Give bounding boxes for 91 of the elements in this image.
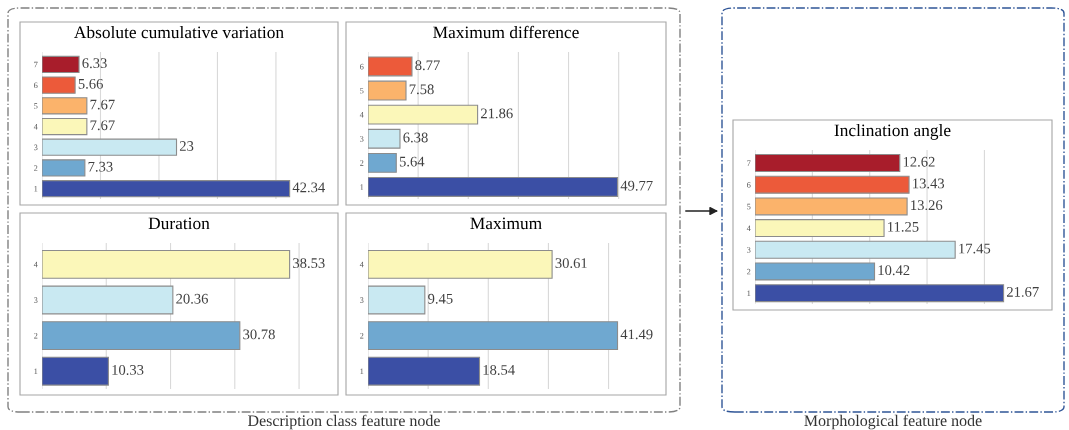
y-tick-label: 6: [360, 63, 364, 70]
bar: [755, 219, 885, 238]
data-label: 42.34: [292, 182, 325, 193]
data-label: 41.49: [620, 329, 653, 340]
bar: [368, 356, 481, 386]
bar: [368, 249, 553, 279]
y-tick-label: 2: [34, 165, 38, 171]
data-label: 7.33: [88, 161, 113, 172]
y-tick-label: 1: [34, 186, 38, 192]
data-label: 5.66: [78, 78, 103, 89]
data-label: 7.58: [409, 84, 434, 95]
data-label: 7.67: [90, 99, 115, 110]
bar: [368, 152, 397, 173]
data-label: 6.38: [403, 132, 428, 143]
bar: [755, 175, 910, 194]
data-label: 38.53: [293, 258, 325, 269]
y-tick-label: 2: [360, 160, 364, 166]
text: Morphological feature node: [804, 414, 982, 430]
data-label: 23: [179, 141, 194, 151]
y-tick-label: 5: [747, 203, 751, 210]
bar: [755, 262, 876, 281]
data-label: 10.33: [112, 365, 144, 375]
y-tick-label: 7: [34, 61, 38, 68]
chart-title: Maximum: [470, 217, 542, 230]
y-tick-label: 1: [747, 290, 751, 297]
y-tick-label: 1: [34, 368, 38, 375]
chart-title: Inclination angle: [834, 124, 951, 140]
bar: [42, 76, 76, 94]
data-label: 8.77: [415, 60, 440, 71]
data-label: 7.67: [90, 120, 115, 131]
data-label: 49.77: [620, 180, 653, 191]
bar: [755, 240, 956, 259]
text: Description class feature node: [247, 414, 440, 430]
bar: [755, 197, 908, 216]
y-tick-label: 2: [360, 332, 364, 339]
y-tick-label: 3: [360, 297, 364, 303]
data-label: 21.86: [481, 108, 513, 119]
y-tick-label: 4: [33, 123, 38, 130]
y-tick-label: 3: [360, 136, 364, 142]
y-tick-label: 3: [34, 297, 38, 303]
bar: [368, 80, 407, 101]
bar: [42, 138, 178, 156]
y-tick-label: 6: [747, 182, 751, 188]
data-label: 21.67: [1006, 287, 1039, 297]
bar: [368, 321, 619, 351]
chart-title: Absolute cumulative variation: [74, 26, 284, 39]
y-tick-label: 5: [34, 103, 38, 109]
y-tick-label: 4: [33, 261, 38, 268]
bar: [42, 159, 86, 177]
bar: [42, 55, 80, 74]
data-label: 5.64: [399, 156, 425, 167]
bar: [42, 321, 241, 351]
y-tick-label: 7: [747, 160, 751, 166]
bar: [42, 180, 291, 198]
bar: [368, 104, 479, 125]
y-tick-label: 6: [34, 82, 38, 89]
bar: [368, 176, 619, 197]
bar: [368, 128, 401, 149]
y-tick-label: 4: [359, 261, 364, 268]
bar: [42, 285, 174, 315]
data-label: 13.26: [911, 200, 943, 211]
bar: [42, 249, 291, 279]
data-label: 9.45: [428, 293, 453, 304]
chart-title: Maximum difference: [433, 25, 579, 39]
bar: [755, 284, 1005, 303]
y-tick-label: 3: [34, 144, 38, 151]
y-tick-label: 1: [360, 184, 364, 190]
y-tick-label: 2: [34, 332, 38, 339]
data-label: 6.33: [82, 58, 107, 69]
y-tick-label: 3: [747, 247, 751, 253]
data-label: 18.54: [483, 365, 515, 375]
y-tick-label: 2: [747, 268, 751, 275]
data-label: 10.42: [878, 265, 910, 276]
data-label: 20.36: [176, 293, 208, 304]
data-label: 30.61: [555, 258, 587, 269]
data-label: 11.25: [888, 221, 919, 232]
data-label: 13.43: [913, 178, 945, 189]
bar: [368, 285, 426, 315]
bar: [368, 56, 413, 77]
y-tick-label: 4: [746, 225, 751, 231]
bar: [42, 356, 109, 386]
bar: [755, 153, 901, 173]
y-tick-label: 4: [359, 112, 364, 118]
data-label: 30.78: [243, 329, 275, 340]
y-tick-label: 5: [360, 87, 364, 94]
bar: [42, 117, 88, 136]
bar: [42, 97, 88, 115]
y-tick-label: 1: [360, 368, 364, 375]
data-label: 17.45: [959, 243, 991, 254]
data-label: 12.62: [903, 156, 935, 167]
chart-title: Duration: [148, 217, 210, 230]
